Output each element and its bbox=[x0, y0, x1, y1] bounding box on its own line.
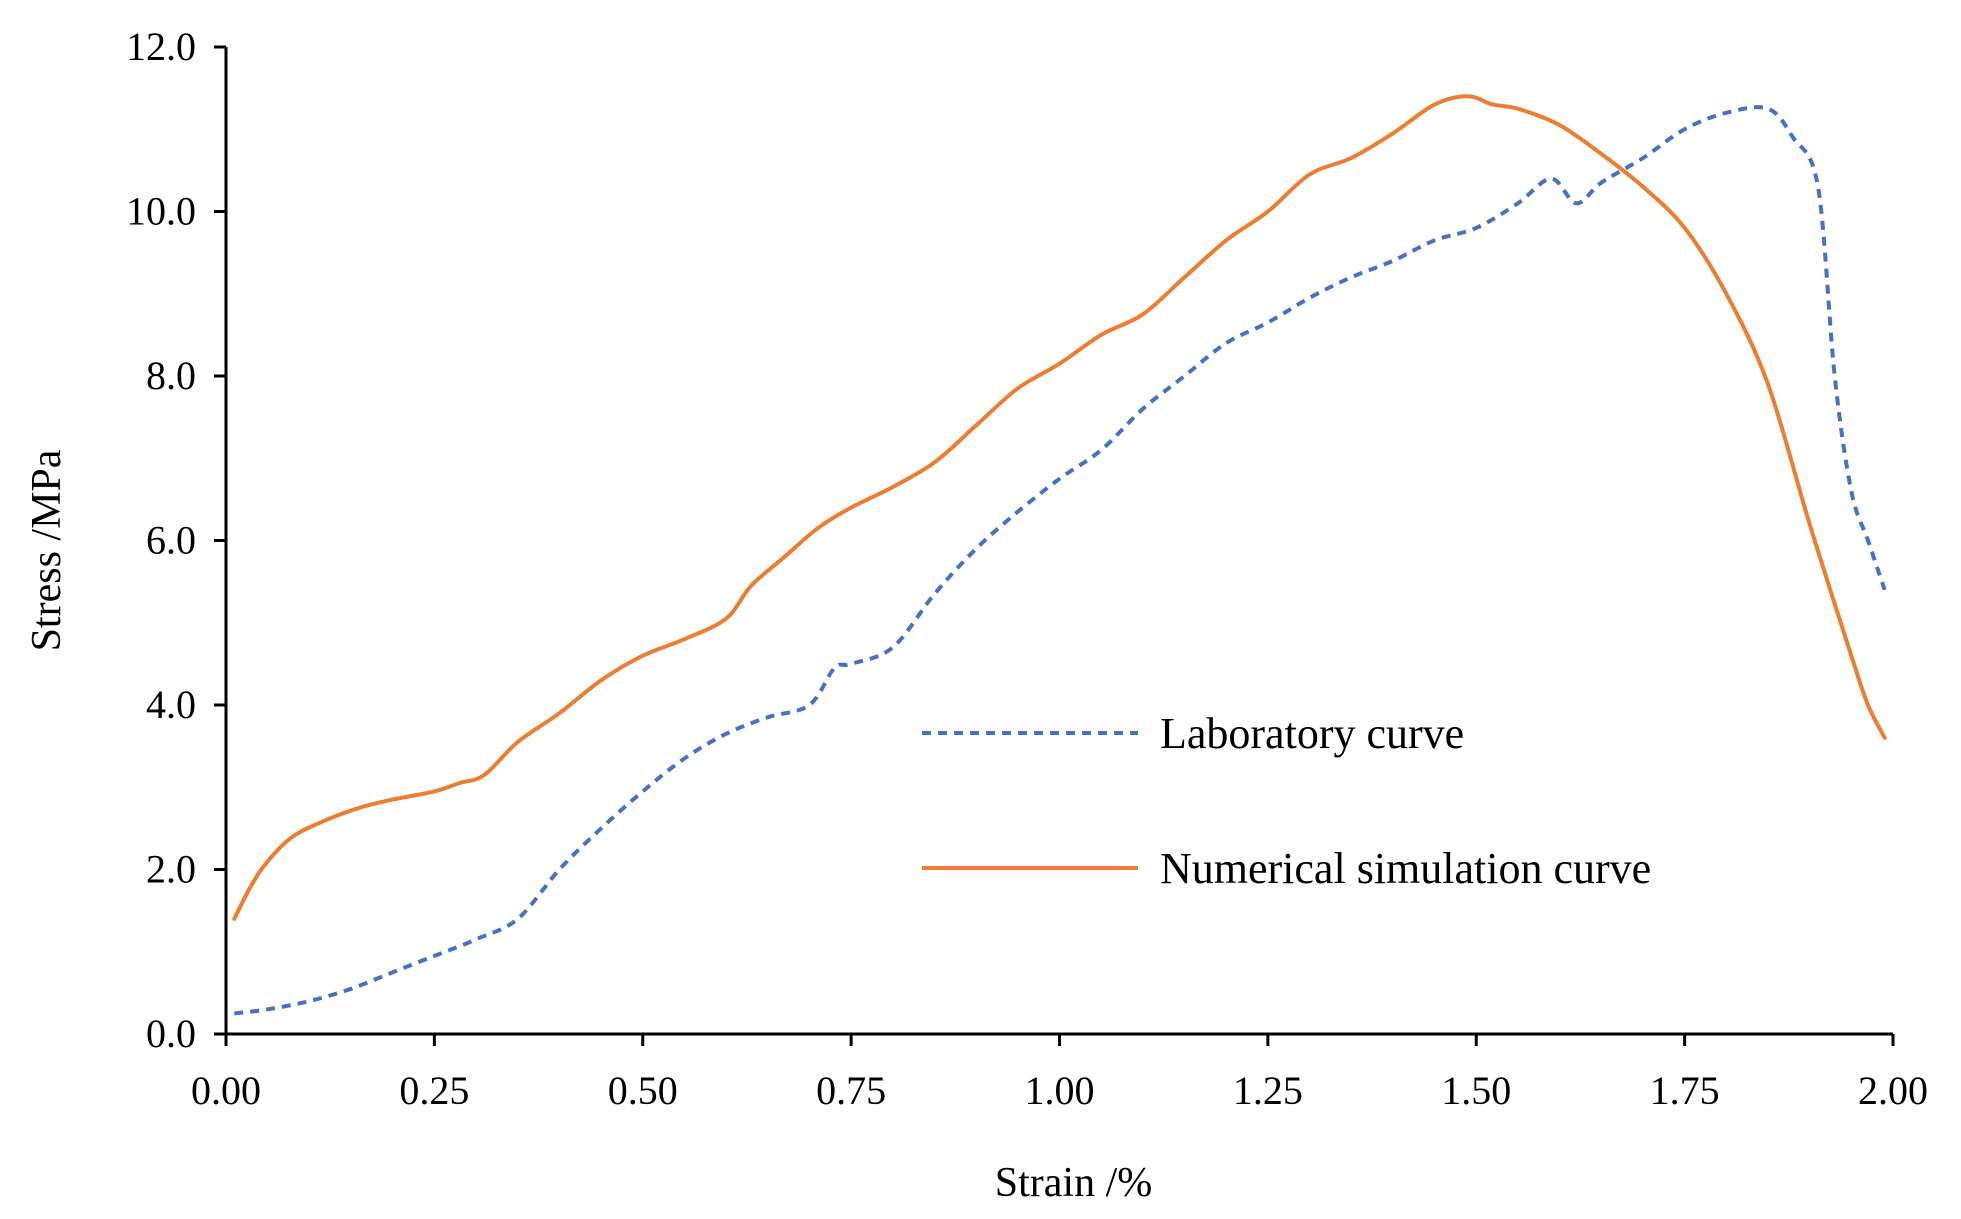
x-axis-title: Strain /% bbox=[995, 1160, 1152, 1206]
x-tick-label: 0.50 bbox=[608, 1068, 678, 1113]
x-tick-label: 1.25 bbox=[1233, 1068, 1303, 1113]
y-tick-label: 12.0 bbox=[126, 24, 196, 69]
axes: 0.0 2.0 4.0 6.0 8.0 10.0 12.0 0.00 0.25 0.50 0.75 1… bbox=[126, 24, 1928, 1113]
x-tick-label: 0.25 bbox=[399, 1068, 469, 1113]
y-tick-label: 6.0 bbox=[146, 518, 196, 563]
y-tick-label: 0.0 bbox=[146, 1011, 196, 1056]
legend-item-laboratory: Laboratory curve bbox=[922, 709, 1464, 758]
laboratory-curve-line bbox=[234, 105, 1887, 1016]
x-tick-label: 1.50 bbox=[1441, 1068, 1511, 1113]
legend: Laboratory curve Numerical simulation cur… bbox=[922, 709, 1651, 893]
legend-label: Laboratory curve bbox=[1160, 709, 1464, 758]
x-tick-label: 0.00 bbox=[191, 1068, 261, 1113]
legend-item-simulation: Numerical simulation curve bbox=[922, 844, 1651, 893]
x-tick-label: 2.00 bbox=[1858, 1068, 1928, 1113]
series-layer bbox=[232, 94, 1887, 1016]
simulation-curve-line bbox=[232, 94, 1887, 921]
x-tick-label: 1.00 bbox=[1025, 1068, 1095, 1113]
y-tick-label: 8.0 bbox=[146, 353, 196, 398]
y-tick-label: 2.0 bbox=[146, 847, 196, 892]
y-tick-label: 4.0 bbox=[146, 682, 196, 727]
legend-label: Numerical simulation curve bbox=[1160, 844, 1651, 893]
y-tick-label: 10.0 bbox=[126, 189, 196, 234]
x-tick-label: 0.75 bbox=[816, 1068, 886, 1113]
y-axis-title: Stress /MPa bbox=[24, 449, 70, 651]
x-tick-label: 1.75 bbox=[1650, 1068, 1720, 1113]
